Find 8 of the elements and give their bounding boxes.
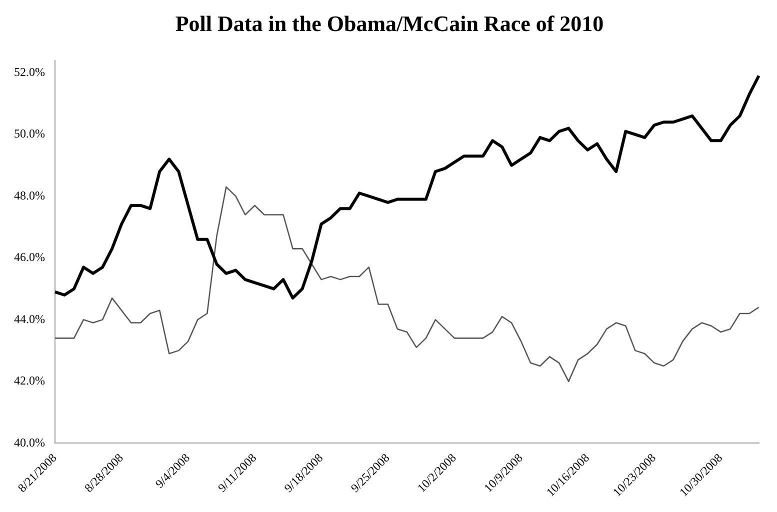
y-tick-label: 40.0% bbox=[14, 435, 45, 450]
y-tick-label: 48.0% bbox=[14, 188, 45, 202]
y-tick-label: 42.0% bbox=[14, 374, 45, 388]
y-tick-label: 50.0% bbox=[14, 126, 45, 141]
y-tick-label: 44.0% bbox=[14, 312, 45, 326]
chart-title: Poll Data in the Obama/McCain Race of 2010 bbox=[175, 10, 604, 36]
y-tick-label: 46.0% bbox=[14, 250, 45, 264]
y-tick-label: 52.0% bbox=[14, 64, 45, 79]
